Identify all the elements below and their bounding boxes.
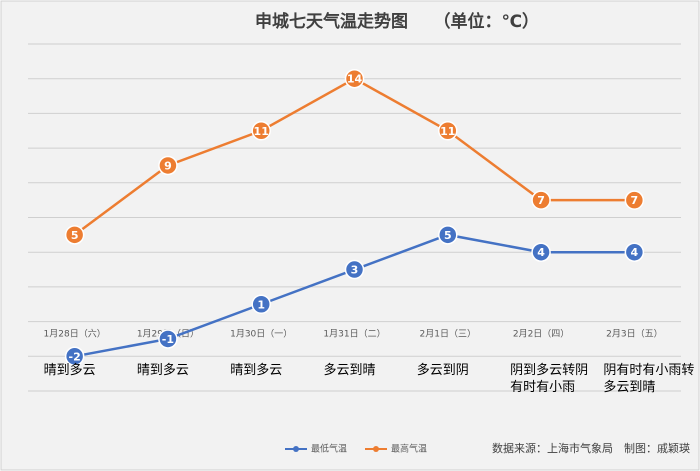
point: [158, 155, 178, 176]
data-label: 9: [164, 159, 172, 172]
data-label: -1: [162, 333, 174, 346]
data-label: 7: [537, 194, 545, 207]
point: [624, 190, 645, 210]
data-label: 3: [351, 264, 359, 277]
data-label: 14: [347, 73, 363, 86]
point: [344, 68, 365, 89]
data-label: 11: [440, 125, 455, 138]
x-tick-label: 1月28日（六）: [44, 328, 106, 340]
data-label: 5: [71, 229, 79, 242]
x-tick-label: 1月31日（二）: [323, 329, 385, 340]
weather-label: 多云到晴: [323, 363, 376, 378]
legend-label: 最高气温: [391, 443, 427, 455]
x-tick-label: 2月2日（四）: [513, 329, 569, 340]
point: [64, 225, 85, 245]
point: [158, 329, 178, 349]
x-tick-label: 1月30日（一）: [230, 329, 292, 340]
point: [531, 190, 551, 210]
data-label: 4: [537, 246, 545, 259]
point: [251, 294, 271, 314]
point: [251, 121, 271, 141]
data-label: -2: [69, 350, 81, 363]
data-label: 7: [631, 194, 639, 207]
weather-label: 晴到多云: [43, 363, 96, 378]
data-label: 1: [257, 298, 265, 311]
weather-label: 多云到阴: [416, 363, 469, 378]
point: [438, 225, 458, 245]
legend-marker: [293, 446, 299, 452]
data-label: 4: [631, 246, 639, 259]
weather-label: 阴有时有小雨转 多云到晴: [603, 363, 695, 395]
source: 数据来源：上海市气象局 制图：戚颖瑛: [492, 441, 690, 455]
point: [531, 242, 551, 262]
data-label: 5: [444, 229, 452, 242]
point: [344, 259, 365, 280]
data-label: 11: [254, 125, 269, 138]
legend-marker: [373, 446, 379, 452]
point: [438, 121, 458, 141]
point: [64, 346, 85, 367]
x-tick-label: 2月1日（三）: [420, 329, 476, 340]
legend-label: 最低气温: [311, 443, 347, 455]
weather-label: 阴到多云转阴 有时有小雨: [510, 363, 589, 395]
weather-label: 晴到多云: [136, 363, 189, 378]
weather-label: 晴到多云: [230, 363, 283, 378]
chart-title: 申城七天气温走势图 （单位：℃）: [255, 11, 539, 32]
point: [624, 242, 645, 262]
x-tick-label: 2月3日（五）: [606, 329, 662, 340]
